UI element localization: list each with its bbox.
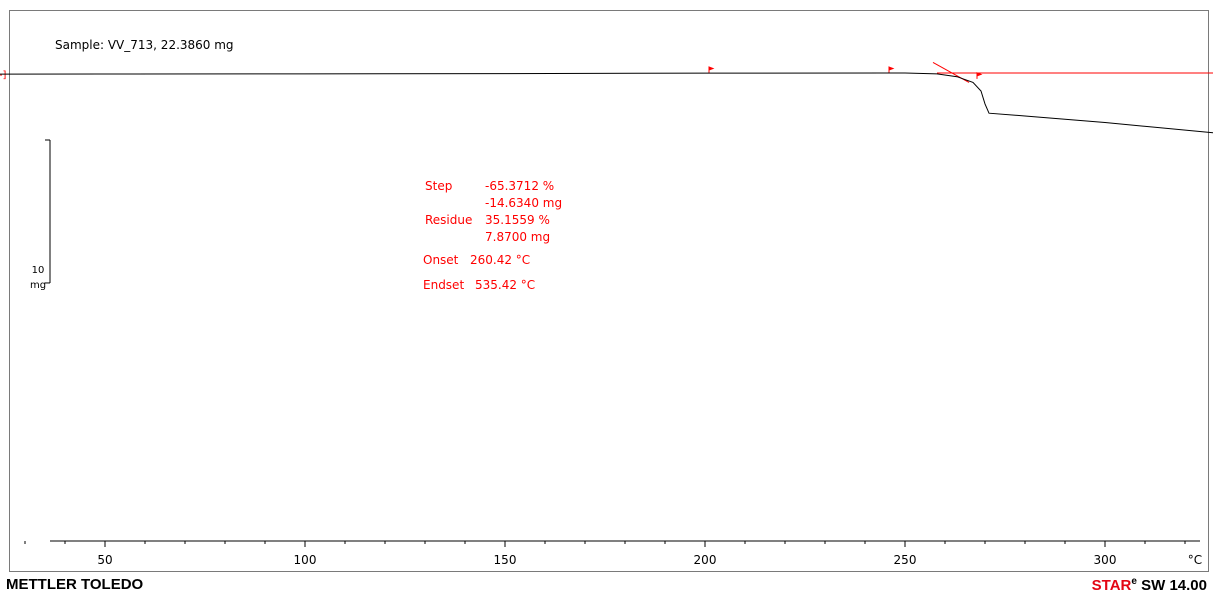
software-superscript: e [1131, 576, 1137, 587]
brand-label: METTLER TOLEDO [6, 576, 144, 593]
residue-label: Residue [425, 213, 473, 227]
endset-label: Endset [423, 278, 465, 292]
evaluation-layer: [-] [0, 61, 1213, 83]
x-unit-label: °C [1188, 553, 1202, 567]
scale-bar-value: 10 [31, 265, 45, 276]
sample-label: Sample: VV_713, 22.3860 mg [55, 38, 234, 52]
start-bracket-marker: [-] [0, 70, 7, 81]
onset-value: 260.42 °C [470, 253, 531, 267]
evaluation-flag-marker [888, 66, 895, 73]
step-percent: -65.3712 % [485, 179, 555, 193]
x-tick-label: 200 [694, 553, 717, 567]
x-axis: 50100150200250300350400450500550°C [24, 139, 1202, 567]
residue-mass: 7.8700 mg [485, 230, 551, 244]
software-label: STARe SW 14.00 [1092, 576, 1207, 594]
scale-bar-unit: mg [29, 280, 47, 291]
step-label: Step [425, 179, 453, 193]
x-tick-label: 250 [894, 553, 917, 567]
x-tick-label: 300 [1094, 553, 1117, 567]
x-tick-label: 100 [294, 553, 317, 567]
residue-percent: 35.1559 % [485, 213, 550, 227]
curve-layer [0, 72, 1213, 134]
endset-value: 535.42 °C [475, 278, 536, 292]
x-tick-label: 150 [494, 553, 517, 567]
evaluation-flag-marker [708, 66, 715, 73]
software-prefix: STAR [1091, 577, 1132, 594]
step-mass: -14.6340 mg [485, 196, 563, 210]
tga-curve [0, 72, 1213, 134]
evaluation-flag-marker [976, 72, 983, 79]
onset-label: Onset [423, 253, 459, 267]
software-suffix: SW 14.00 [1136, 577, 1207, 594]
x-tick-label: 50 [97, 553, 112, 567]
plot-frame [9, 10, 1209, 572]
